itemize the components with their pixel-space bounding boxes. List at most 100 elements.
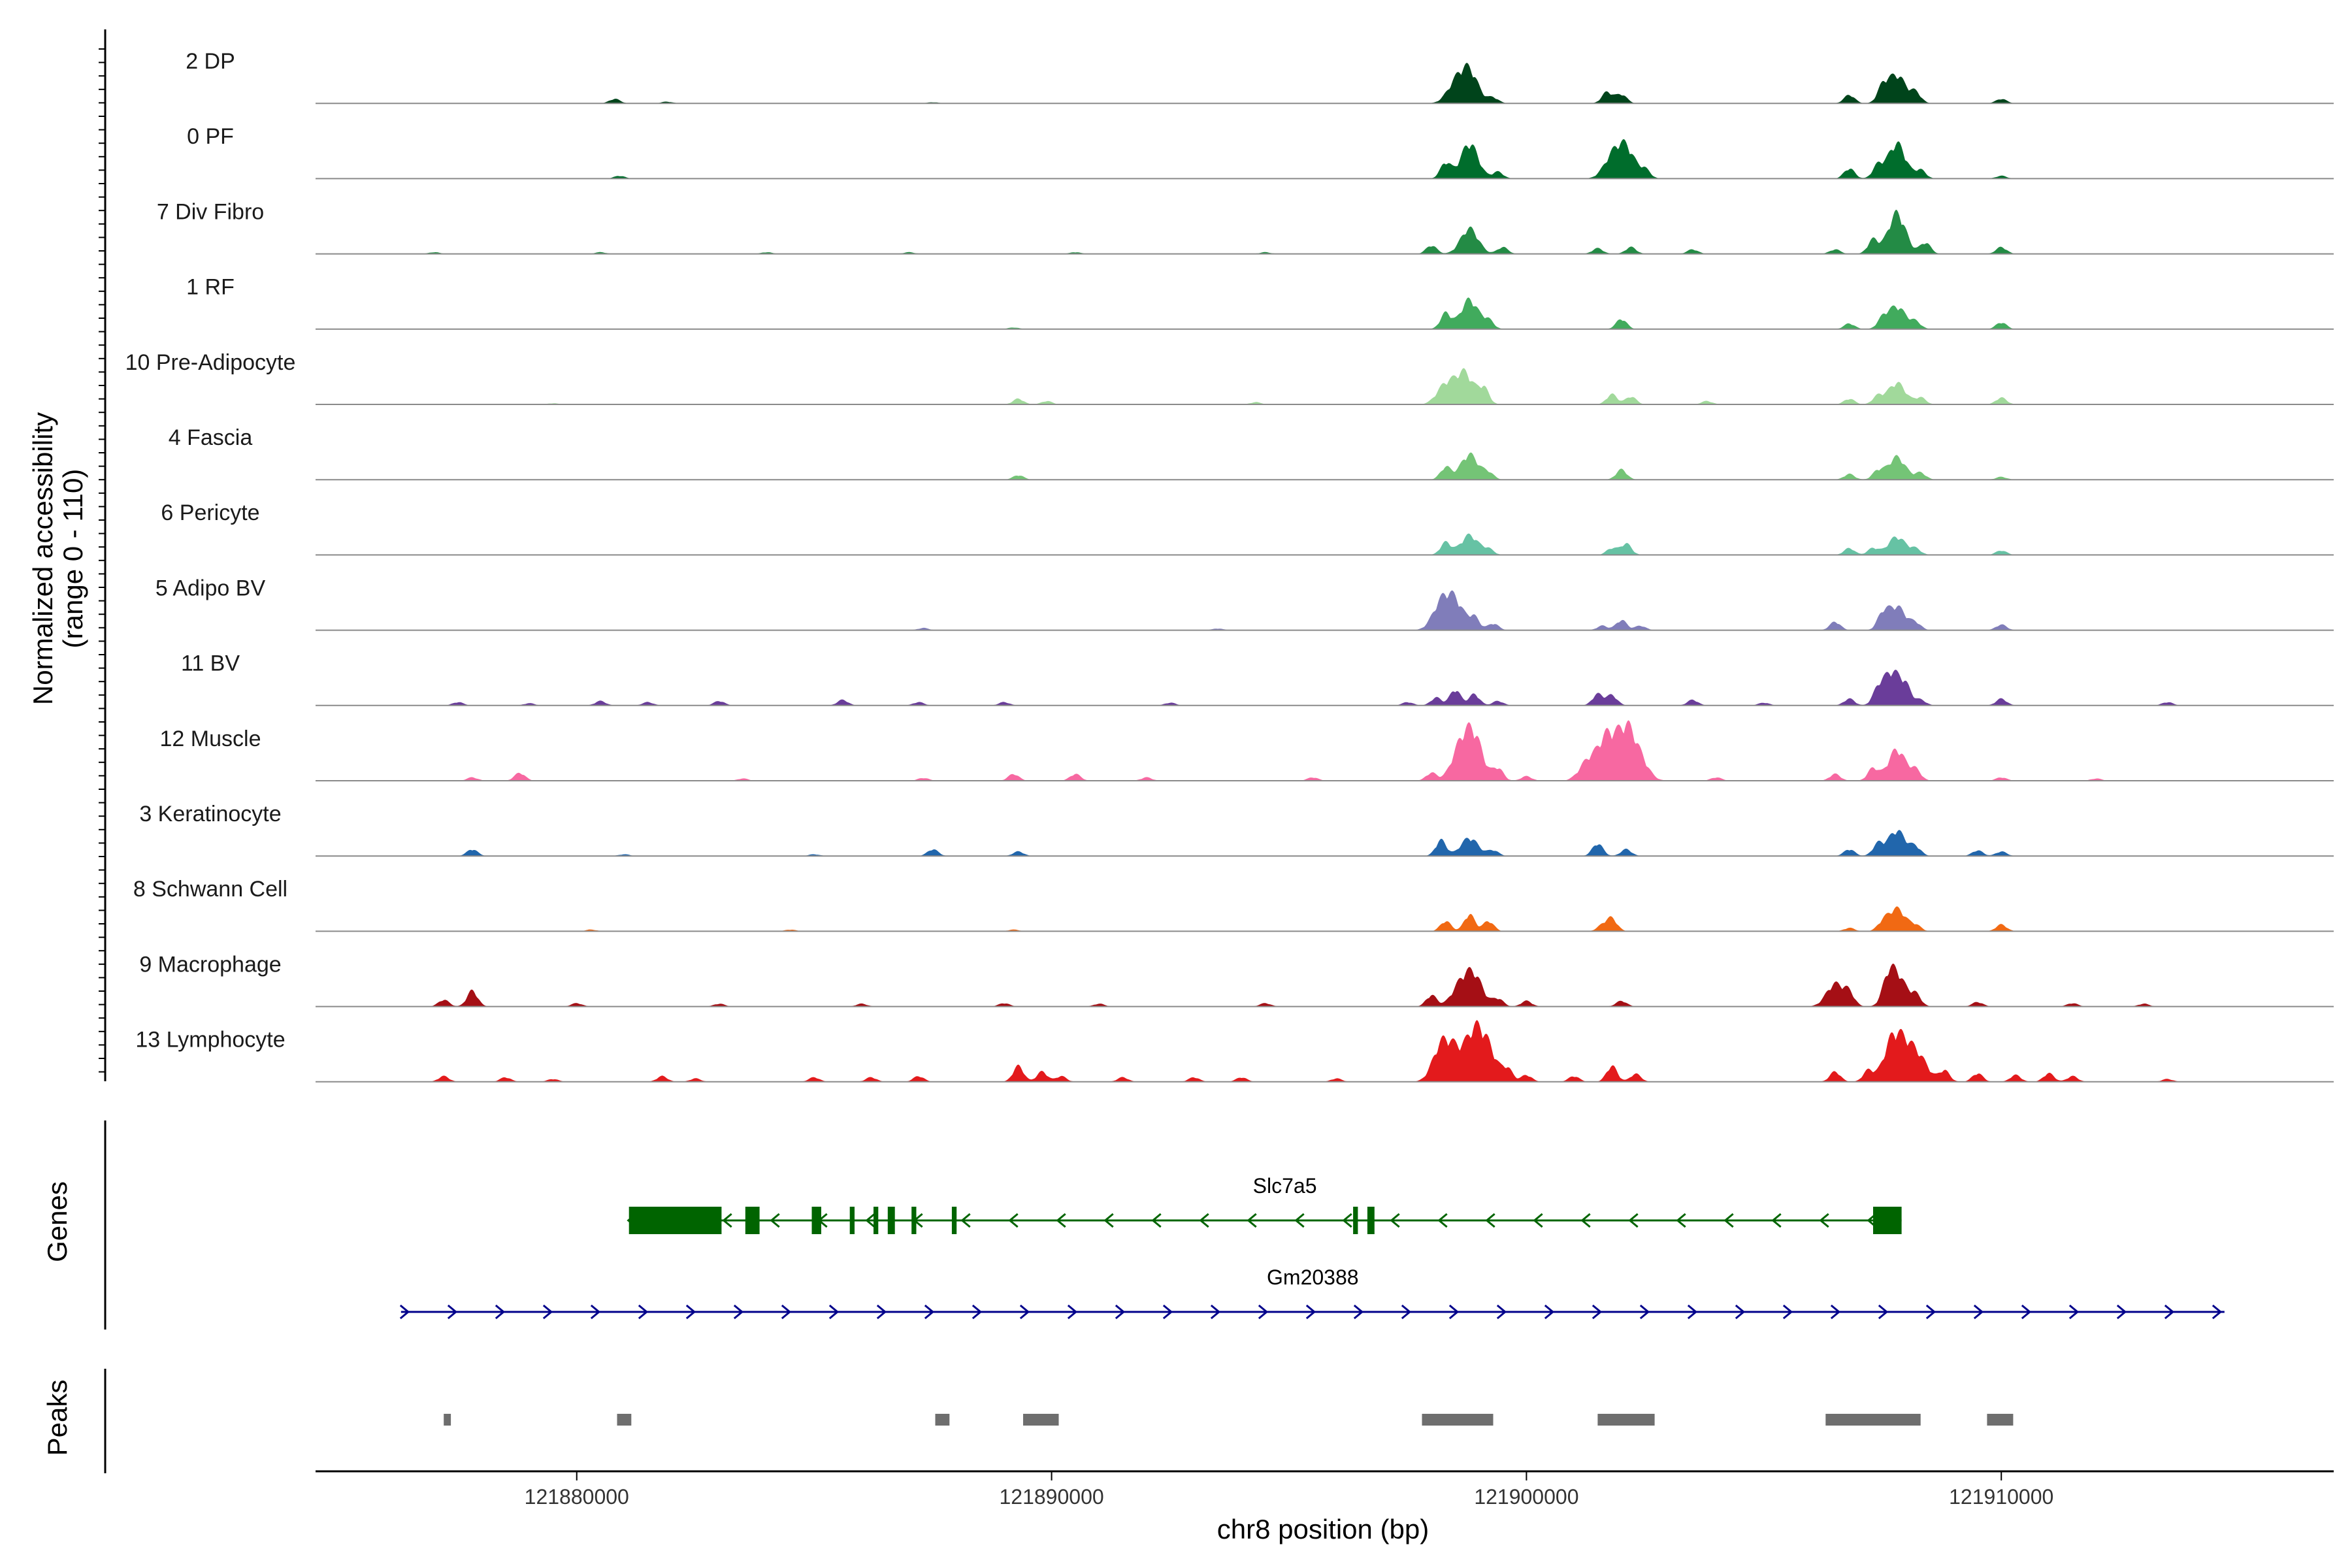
peaks-panel-title: Peaks — [42, 1380, 73, 1456]
strand-arrow — [781, 1304, 792, 1320]
coverage-area — [387, 452, 2220, 480]
coverage-area — [387, 830, 2220, 857]
strand-arrow — [1925, 1304, 1936, 1320]
strand-arrow — [1830, 1304, 1841, 1320]
coverage-track: 5 Adipo BV — [155, 576, 2334, 631]
coverage-track: 9 Macrophage — [139, 952, 2334, 1007]
strand-arrow — [399, 1304, 410, 1320]
exon-box — [745, 1207, 760, 1234]
exon-box — [849, 1207, 855, 1234]
exon-box — [951, 1207, 957, 1234]
coverage-track: 6 Pericyte — [161, 500, 2334, 556]
coverage-track: 10 Pre-Adipocyte — [125, 350, 2334, 405]
strand-arrow — [2116, 1304, 2127, 1320]
strand-arrow — [1592, 1304, 1603, 1320]
coverage-track: 8 Schwann Cell — [133, 877, 2334, 932]
peaks-panel: Peaks — [42, 1369, 2014, 1473]
y-axis-range-label: (range 0 - 110) — [57, 469, 88, 649]
strand-arrow — [1639, 1304, 1650, 1320]
track-label: 13 Lymphocyte — [135, 1028, 285, 1053]
exon-box — [629, 1207, 722, 1234]
gene-model: Slc7a5 — [627, 1174, 1902, 1234]
strand-arrow — [1771, 1213, 1782, 1228]
coverage-track: 7 Div Fibro — [157, 199, 2334, 255]
track-label: 2 DP — [186, 49, 235, 74]
peak-region — [935, 1414, 950, 1426]
y-axis: Normalized accessibility (range 0 - 110) — [27, 29, 106, 1081]
exon-box — [911, 1207, 917, 1234]
strand-arrow — [590, 1304, 601, 1320]
strand-arrow — [1723, 1213, 1734, 1228]
strand-arrow — [447, 1304, 458, 1320]
strand-arrow — [2212, 1304, 2223, 1320]
gene-model: Gm20388 — [399, 1266, 2225, 1320]
strand-arrow — [2164, 1304, 2175, 1320]
strand-arrow — [876, 1304, 887, 1320]
coverage-area — [387, 590, 2220, 630]
coverage-area — [387, 1020, 2220, 1082]
y-axis-title: Normalized accessibility — [27, 412, 58, 705]
strand-arrow — [1782, 1304, 1793, 1320]
coverage-area — [387, 210, 2220, 254]
genes-panel-title: Genes — [42, 1181, 73, 1262]
track-label: 6 Pericyte — [161, 500, 259, 525]
strand-arrow — [1437, 1213, 1448, 1228]
strand-arrow — [638, 1304, 649, 1320]
strand-arrow — [1390, 1213, 1400, 1228]
strand-arrow — [865, 1213, 875, 1228]
strand-arrow — [828, 1304, 840, 1320]
strand-arrow — [1019, 1304, 1030, 1320]
strand-arrow — [733, 1304, 744, 1320]
strand-arrow — [1878, 1304, 1889, 1320]
strand-arrow — [1067, 1304, 1078, 1320]
strand-arrow — [1401, 1304, 1412, 1320]
exon-box — [887, 1207, 895, 1234]
track-label: 9 Macrophage — [139, 952, 281, 977]
strand-arrow — [1008, 1213, 1019, 1228]
peak-region — [444, 1414, 451, 1426]
track-label: 8 Schwann Cell — [133, 877, 287, 902]
exon-box — [1873, 1207, 1902, 1234]
coverage-area — [387, 906, 2220, 932]
strand-arrow — [1628, 1213, 1639, 1228]
strand-arrow — [1199, 1213, 1209, 1228]
strand-arrow — [972, 1304, 983, 1320]
track-label: 4 Fascia — [169, 425, 253, 450]
strand-arrow — [1448, 1304, 1460, 1320]
strand-arrow — [722, 1213, 732, 1228]
strand-arrow — [1687, 1304, 1698, 1320]
track-label: 1 RF — [186, 275, 235, 300]
strand-arrow — [770, 1213, 780, 1228]
track-label: 12 Muscle — [160, 727, 261, 751]
track-label: 5 Adipo BV — [155, 576, 266, 600]
track-label: 7 Div Fibro — [157, 199, 264, 224]
strand-arrow — [1247, 1213, 1257, 1228]
strand-arrow — [542, 1304, 553, 1320]
peak-region — [1987, 1414, 2014, 1426]
strand-arrow — [2068, 1304, 2080, 1320]
x-axis: chr8 position (bp) 121880000 121890000 121… — [316, 1470, 2334, 1544]
strand-arrow — [1496, 1304, 1507, 1320]
strand-arrow — [495, 1304, 506, 1320]
coverage-area — [387, 963, 2220, 1007]
coverage-area — [387, 368, 2220, 404]
x-tick-label: 121880000 — [525, 1485, 629, 1509]
coverage-area — [387, 63, 2220, 104]
strand-arrow — [1533, 1213, 1543, 1228]
strand-arrow — [1056, 1213, 1066, 1228]
peak-region — [1023, 1414, 1059, 1426]
x-tick-label: 121900000 — [1474, 1485, 1578, 1509]
strand-arrow — [1580, 1213, 1591, 1228]
exon-box — [874, 1207, 879, 1234]
coverage-area — [387, 297, 2220, 329]
exon-box — [1367, 1207, 1375, 1234]
strand-arrow — [1544, 1304, 1555, 1320]
coverage-track: 11 BV — [181, 651, 2334, 706]
peak-region — [1422, 1414, 1494, 1426]
coverage-area — [387, 720, 2220, 781]
coverage-tracks: 2 DP 0 PF 7 Div Fibro 1 RF 10 Pre-Adipocyte 4… — [125, 49, 2334, 1083]
peak-region — [1597, 1414, 1655, 1426]
strand-arrow — [1485, 1213, 1495, 1228]
strand-arrow — [1353, 1304, 1364, 1320]
x-axis-title: chr8 position (bp) — [1217, 1514, 1429, 1544]
